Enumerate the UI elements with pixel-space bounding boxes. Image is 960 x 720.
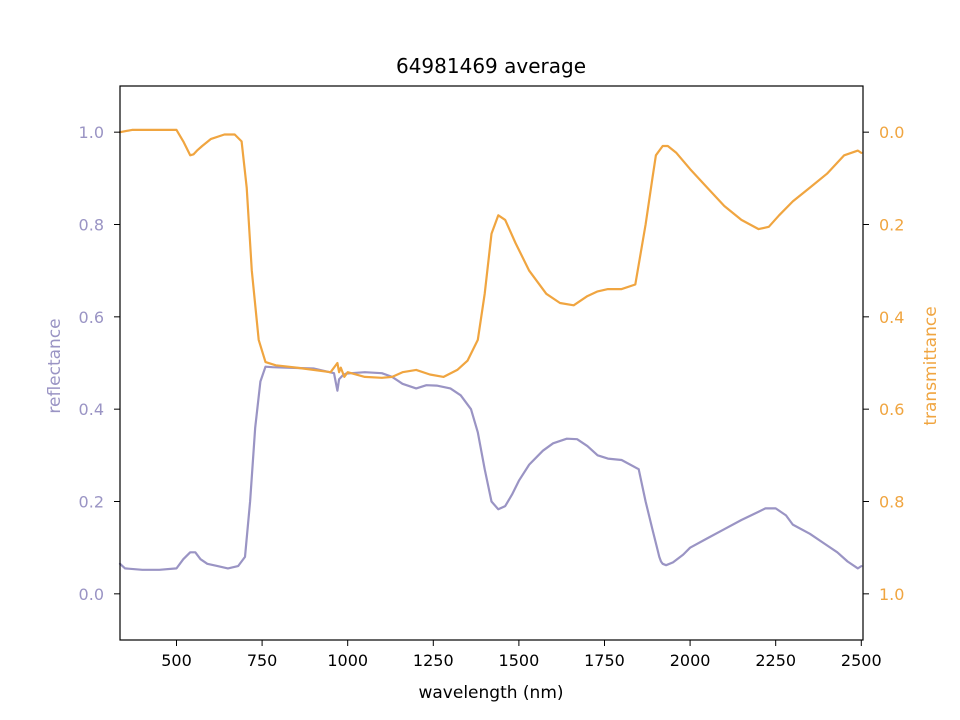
left-tick-label: 0.0 <box>79 585 104 604</box>
plot-series <box>118 128 863 571</box>
right-tick-label: 0.8 <box>879 493 904 512</box>
right-tick-label: 1.0 <box>879 585 904 604</box>
left-tick-label: 0.4 <box>79 400 104 419</box>
right-tick-label: 0.2 <box>879 216 904 235</box>
x-axis-title: wavelength (nm) <box>418 683 563 703</box>
left-tick-label: 0.6 <box>79 308 104 327</box>
left-axis-title: reflectance <box>45 318 65 413</box>
left-axis: 0.0 0.2 0.4 0.6 0.8 1.0 <box>79 123 120 604</box>
x-tick-label: 2500 <box>841 651 882 670</box>
x-tick-label: 1750 <box>584 651 625 670</box>
x-tick-label: 1000 <box>327 651 368 670</box>
chart-title: 64981469 average <box>396 54 586 78</box>
left-tick-label: 0.2 <box>79 493 104 512</box>
series-line-transmittance <box>118 128 863 379</box>
x-tick-label: 500 <box>161 651 192 670</box>
right-axis: 0.0 0.2 0.4 0.6 0.8 1.0 <box>863 123 904 604</box>
right-tick-label: 0.6 <box>879 400 904 419</box>
plot-frame <box>119 85 864 641</box>
right-tick-label: 0.0 <box>879 123 904 142</box>
left-tick-label: 0.8 <box>79 216 104 235</box>
right-tick-label: 0.4 <box>879 308 904 327</box>
left-tick-label: 1.0 <box>79 123 104 142</box>
x-tick-label: 1250 <box>413 651 454 670</box>
x-axis: 500 750 1000 1250 1500 1750 2000 2250 2500 <box>161 640 882 670</box>
x-tick-label: 2250 <box>755 651 796 670</box>
x-tick-label: 750 <box>247 651 278 670</box>
right-axis-title: transmittance <box>921 306 941 425</box>
x-tick-label: 2000 <box>670 651 711 670</box>
x-tick-label: 1500 <box>499 651 540 670</box>
series-line-reflectance <box>118 365 863 571</box>
